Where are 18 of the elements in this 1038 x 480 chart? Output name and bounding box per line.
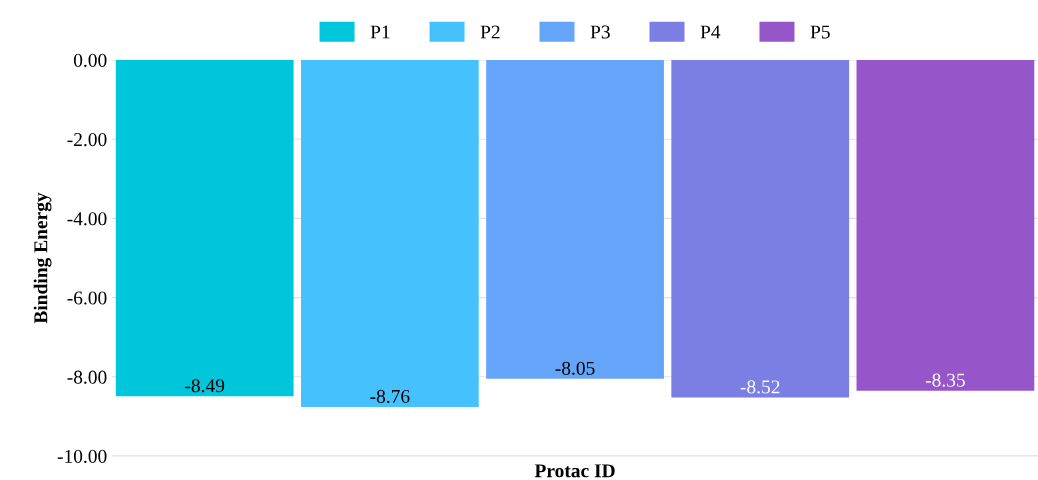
- data-label: -8.52: [740, 380, 780, 394]
- legend-label: P5: [810, 25, 830, 39]
- y-tick-label: -4.00: [67, 212, 107, 226]
- data-label: -8.35: [925, 373, 965, 387]
- y-tick-label: -8.00: [67, 370, 107, 384]
- y-tick-label: -2.00: [67, 133, 107, 147]
- legend-label: P2: [480, 25, 500, 39]
- data-label: -8.49: [185, 379, 225, 393]
- data-label: -8.76: [370, 389, 410, 404]
- y-tick-label: -6.00: [67, 291, 107, 305]
- x-axis-title: Protac ID: [534, 464, 615, 478]
- legend-label: P1: [370, 25, 390, 39]
- legend-label: P3: [590, 25, 610, 39]
- y-tick-label: 0.00: [73, 53, 107, 68]
- legend-label: P4: [700, 25, 721, 39]
- y-axis-title: Binding Energy: [33, 192, 52, 324]
- y-tick-label: -10.00: [57, 449, 107, 464]
- data-label: -8.05: [555, 361, 595, 375]
